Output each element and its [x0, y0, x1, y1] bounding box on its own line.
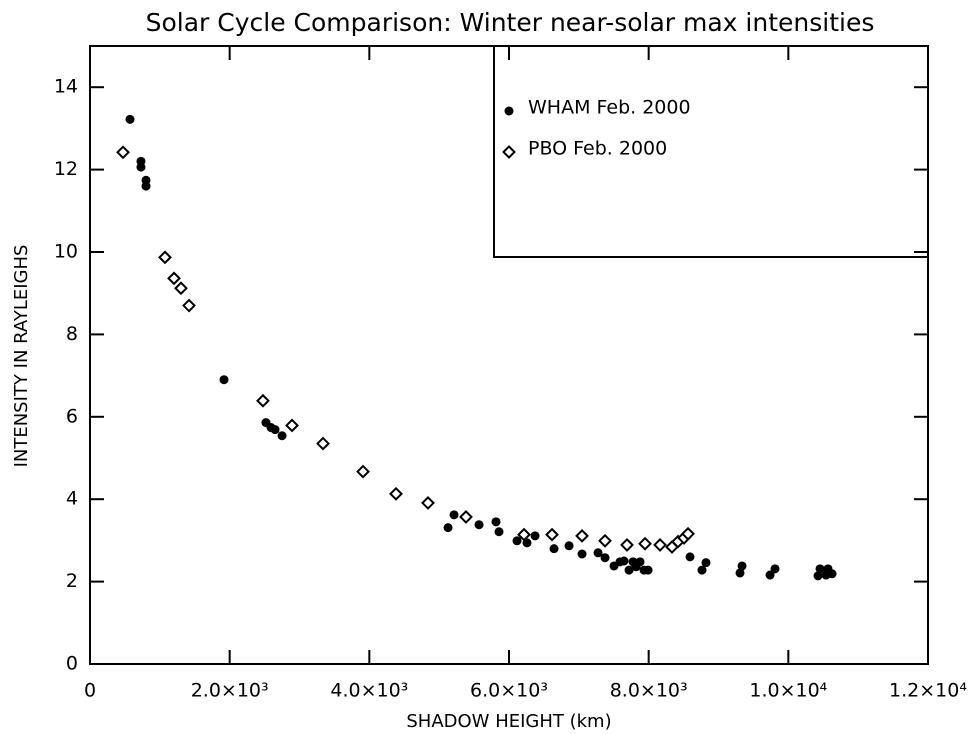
x-tick-label: 4.0×10³	[330, 680, 408, 702]
y-tick-label: 6	[66, 405, 78, 427]
data-point	[530, 531, 540, 541]
data-point	[564, 541, 574, 551]
data-point	[545, 527, 559, 542]
y-tick-label: 14	[54, 76, 78, 98]
data-point	[316, 436, 330, 451]
y-tick-label: 0	[66, 653, 78, 675]
data-point	[491, 517, 501, 527]
data-point	[474, 520, 484, 530]
data-point	[765, 570, 775, 580]
chart-title: Solar Cycle Comparison: Winter near-sola…	[146, 8, 875, 37]
data-point	[136, 162, 146, 172]
data-point	[635, 557, 645, 567]
data-point	[256, 393, 270, 408]
x-tick-label: 1.0×10⁴	[749, 680, 827, 702]
data-point	[512, 536, 522, 546]
x-tick-label: 0	[84, 680, 96, 702]
data-point	[575, 528, 589, 543]
x-axis-title: SHADOW HEIGHT (km)	[406, 711, 611, 732]
y-tick-label: 4	[66, 488, 78, 510]
data-point	[174, 281, 188, 296]
data-point	[770, 564, 780, 574]
data-point	[167, 271, 181, 286]
legend-marker	[502, 145, 516, 159]
data-point	[577, 549, 587, 559]
y-tick-label: 12	[54, 158, 78, 180]
data-point	[421, 495, 435, 510]
data-point	[125, 114, 135, 124]
data-point	[459, 510, 473, 524]
data-point	[356, 464, 370, 479]
data-point	[624, 565, 634, 575]
data-point	[141, 181, 151, 191]
y-axis-title: INTENSITY IN RAYLEIGHS	[11, 245, 32, 468]
plot-frame	[89, 45, 929, 665]
data-point	[549, 544, 559, 554]
x-tick-label: 6.0×10³	[470, 680, 548, 702]
data-point	[638, 536, 652, 551]
data-point	[182, 298, 196, 313]
data-point	[815, 564, 825, 574]
data-point	[600, 553, 610, 563]
data-point	[285, 418, 299, 433]
data-point	[517, 527, 531, 542]
x-tick-label: 2.0×10³	[191, 680, 269, 702]
data-point	[653, 538, 667, 552]
data-point	[219, 375, 229, 385]
data-point	[598, 533, 612, 548]
data-point	[620, 538, 634, 552]
legend-marker	[504, 106, 514, 116]
x-tick-label: 1.2×10⁴	[889, 680, 967, 702]
y-tick-label: 8	[66, 323, 78, 345]
y-tick-label: 10	[54, 241, 78, 263]
data-point	[449, 510, 459, 520]
data-point	[158, 250, 172, 265]
data-point	[389, 486, 403, 501]
data-point	[685, 552, 695, 562]
data-point	[735, 568, 745, 578]
data-point	[701, 558, 711, 568]
data-point	[681, 526, 695, 541]
data-point	[697, 565, 707, 575]
data-point	[619, 556, 629, 566]
data-point	[494, 527, 504, 537]
legend-box	[493, 46, 928, 258]
data-point	[813, 571, 823, 581]
data-point	[827, 569, 837, 579]
legend-label: PBO Feb. 2000	[528, 138, 667, 160]
data-point	[593, 548, 603, 558]
data-point	[443, 523, 453, 533]
legend-label: WHAM Feb. 2000	[528, 97, 691, 119]
data-point	[277, 431, 287, 441]
data-point	[270, 425, 280, 435]
x-tick-label: 8.0×10³	[610, 680, 688, 702]
data-point	[643, 565, 653, 575]
data-point	[737, 561, 747, 571]
y-tick-label: 2	[66, 570, 78, 592]
data-point	[116, 145, 130, 160]
